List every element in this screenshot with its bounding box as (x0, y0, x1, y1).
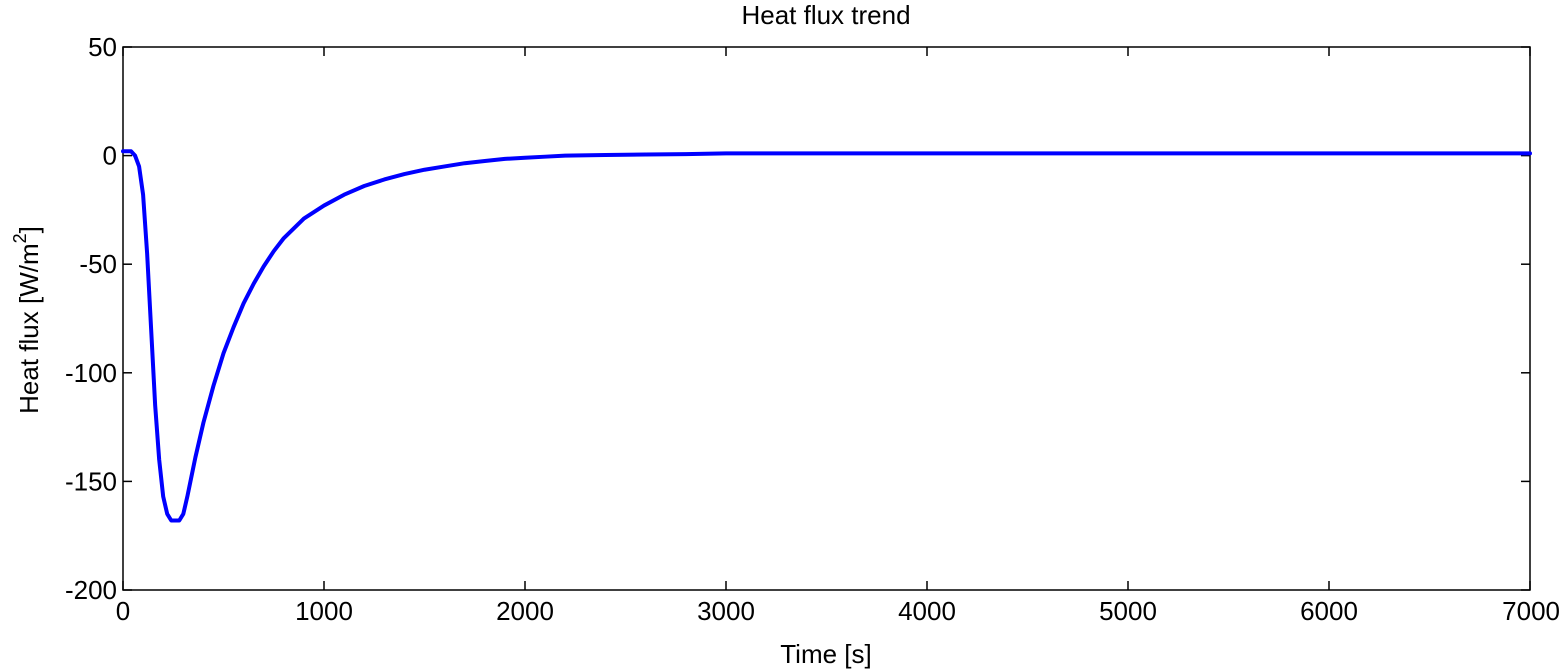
x-axis-label: Time [s] (780, 639, 871, 669)
y-tick-label: 0 (103, 141, 117, 171)
plot-frame (122, 46, 1531, 591)
y-tick-label: -50 (79, 249, 117, 279)
tick-marks (122, 46, 1531, 591)
y-axis-label: Heat flux [W/m2] (10, 226, 44, 414)
x-tick-labels: 0 1000 2000 3000 4000 5000 6000 7000 (116, 596, 1560, 626)
y-axis-label-superscript: 2 (10, 233, 30, 243)
y-axis-label-base: Heat flux [W/m (14, 243, 44, 413)
x-tick-label: 2000 (496, 596, 554, 626)
x-tick-label: 0 (116, 596, 130, 626)
chart-title: Heat flux trend (741, 0, 910, 30)
x-tick-label: 6000 (1300, 596, 1358, 626)
x-tick-label: 3000 (697, 596, 755, 626)
y-tick-label: 50 (88, 32, 117, 62)
y-tick-labels: -200 -150 -100 -50 0 50 (65, 32, 117, 605)
series-layer (121, 149, 1532, 523)
x-tick-label: 1000 (295, 596, 353, 626)
y-tick-label: -100 (65, 358, 117, 388)
y-tick-label: -150 (65, 466, 117, 496)
y-tick-label: -200 (65, 575, 117, 605)
x-tick-label: 4000 (898, 596, 956, 626)
x-tick-label: 5000 (1099, 596, 1157, 626)
series-line (121, 149, 1532, 523)
x-tick-label: 7000 (1502, 596, 1560, 626)
axes-box (122, 46, 1531, 591)
y-axis-label-close: ] (14, 226, 44, 233)
